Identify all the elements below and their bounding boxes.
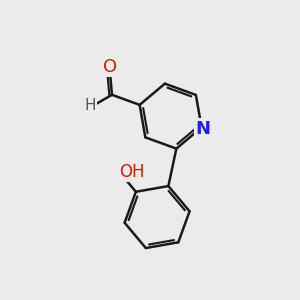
- Text: OH: OH: [119, 163, 145, 181]
- Text: O: O: [103, 58, 117, 76]
- Text: H: H: [85, 98, 96, 113]
- Text: N: N: [196, 120, 211, 138]
